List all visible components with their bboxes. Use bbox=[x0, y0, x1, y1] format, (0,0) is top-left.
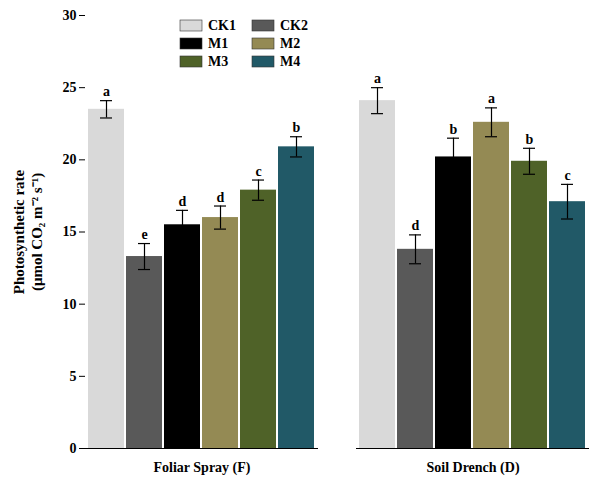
svg-text:a: a bbox=[103, 84, 110, 99]
svg-text:5: 5 bbox=[70, 369, 77, 384]
svg-text:b: b bbox=[293, 120, 301, 135]
svg-text:15: 15 bbox=[63, 224, 77, 239]
svg-text:20: 20 bbox=[63, 152, 77, 167]
svg-text:c: c bbox=[255, 164, 261, 179]
svg-text:30: 30 bbox=[63, 8, 77, 23]
svg-text:CK1: CK1 bbox=[208, 18, 236, 33]
svg-text:Soil Drench (D): Soil Drench (D) bbox=[426, 460, 519, 476]
svg-text:Foliar Spray (F): Foliar Spray (F) bbox=[154, 460, 251, 476]
svg-text:25: 25 bbox=[63, 80, 77, 95]
svg-text:M2: M2 bbox=[280, 36, 300, 51]
svg-text:CK2: CK2 bbox=[280, 18, 308, 33]
svg-text:M3: M3 bbox=[208, 54, 228, 69]
svg-text:Photosynthetic rate(μmol CO₂ m: Photosynthetic rate(μmol CO₂ m⁻² s⁻¹) bbox=[11, 169, 46, 294]
svg-text:a: a bbox=[488, 91, 495, 106]
svg-text:M4: M4 bbox=[280, 54, 300, 69]
svg-text:d: d bbox=[412, 218, 420, 233]
svg-text:c: c bbox=[564, 168, 570, 183]
svg-text:d: d bbox=[179, 194, 187, 209]
svg-text:M1: M1 bbox=[208, 36, 228, 51]
svg-text:a: a bbox=[374, 71, 381, 86]
svg-text:0: 0 bbox=[70, 441, 77, 456]
svg-text:d: d bbox=[217, 190, 225, 205]
svg-text:10: 10 bbox=[63, 297, 77, 312]
svg-text:b: b bbox=[526, 132, 534, 147]
svg-text:e: e bbox=[141, 227, 147, 242]
svg-text:b: b bbox=[450, 122, 458, 137]
